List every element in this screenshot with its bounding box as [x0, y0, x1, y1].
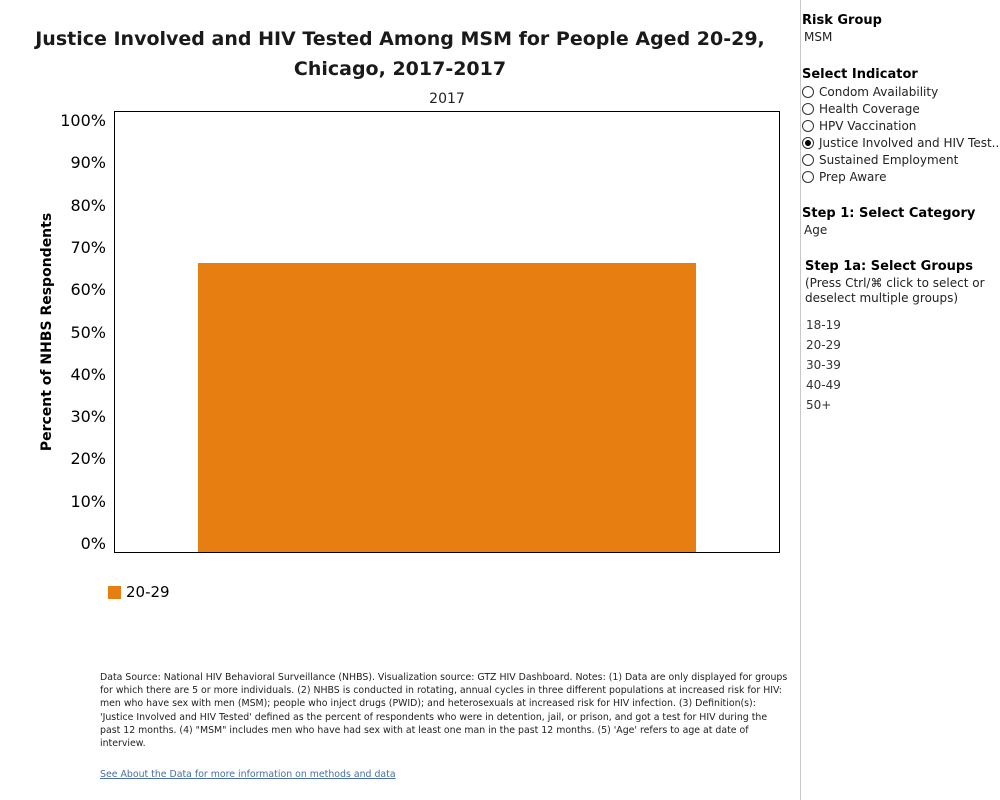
- plot-area: [114, 111, 780, 553]
- y-tick-label: 70%: [70, 237, 106, 257]
- y-tick-label: 50%: [70, 322, 106, 342]
- radio-selected-icon[interactable]: [802, 137, 814, 149]
- step1-heading: Step 1: Select Category: [802, 206, 976, 221]
- group-item[interactable]: 50+: [806, 398, 832, 412]
- indicator-heading: Select Indicator: [802, 67, 918, 82]
- y-tick-label: 100%: [60, 111, 106, 130]
- indicator-label: Prep Aware: [819, 170, 887, 184]
- y-tick-label: 60%: [70, 280, 106, 300]
- panel-divider: [800, 0, 801, 800]
- step1-value[interactable]: Age: [804, 223, 828, 237]
- indicator-option[interactable]: HPV Vaccination: [802, 119, 916, 133]
- indicator-label: Condom Availability: [819, 85, 939, 99]
- indicator-option[interactable]: Condom Availability: [802, 85, 938, 99]
- y-tick-label: 40%: [70, 364, 106, 384]
- step1a-note: (Press Ctrl/⌘ click to select or deselec…: [805, 276, 985, 305]
- indicator-label: HPV Vaccination: [819, 119, 917, 133]
- group-item[interactable]: 18-19: [806, 318, 841, 332]
- indicator-option[interactable]: Health Coverage: [802, 102, 920, 116]
- about-data-link[interactable]: See About the Data for more information …: [100, 769, 396, 780]
- legend[interactable]: 20-29: [108, 583, 170, 601]
- group-item[interactable]: 40-49: [806, 378, 841, 392]
- indicator-option[interactable]: Prep Aware: [802, 170, 886, 184]
- y-tick-label: 0%: [80, 534, 106, 553]
- chart-title: Justice Involved and HIV Tested Among MS…: [35, 28, 765, 80]
- step1a-heading: Step 1a: Select Groups: [805, 259, 973, 274]
- facet-label: 2017: [429, 91, 465, 107]
- y-tick-label: 80%: [70, 195, 106, 215]
- risk-group-value[interactable]: MSM: [804, 30, 833, 44]
- radio-unselected-icon[interactable]: [802, 103, 814, 115]
- indicator-option[interactable]: Sustained Employment: [802, 153, 958, 167]
- data-notes: Data Source: National HIV Behavioral Sur…: [100, 672, 788, 750]
- indicator-label: Health Coverage: [819, 102, 920, 116]
- radio-unselected-icon[interactable]: [802, 171, 814, 183]
- indicator-option[interactable]: Justice Involved and HIV Test..: [802, 136, 999, 150]
- legend-swatch: [108, 585, 121, 599]
- radio-unselected-icon[interactable]: [802, 120, 814, 132]
- radio-unselected-icon[interactable]: [802, 154, 814, 166]
- y-tick-label: 10%: [70, 491, 106, 511]
- radio-unselected-icon[interactable]: [802, 86, 814, 98]
- indicator-label: Justice Involved and HIV Test..: [819, 136, 1000, 150]
- group-item[interactable]: 30-39: [806, 358, 841, 372]
- indicator-label: Sustained Employment: [819, 153, 959, 167]
- risk-group-heading: Risk Group: [802, 13, 882, 28]
- y-tick-label: 90%: [70, 153, 106, 173]
- y-tick-label: 20%: [70, 449, 106, 469]
- bar-20-29[interactable]: [198, 262, 696, 552]
- group-item[interactable]: 20-29: [806, 338, 841, 352]
- legend-label: 20-29: [126, 583, 170, 601]
- y-tick-label: 30%: [70, 407, 106, 427]
